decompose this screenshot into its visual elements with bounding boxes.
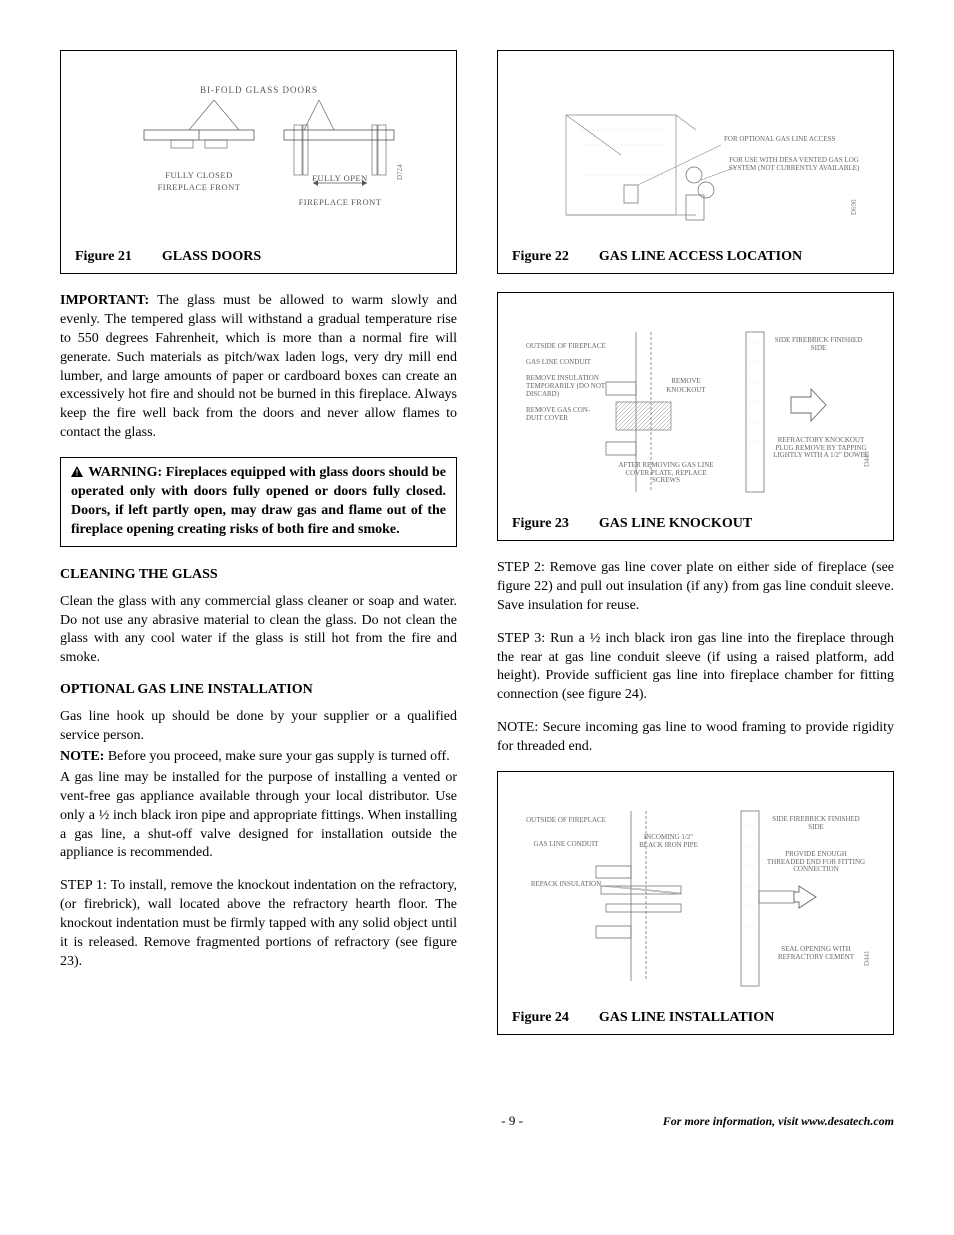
fig21-code: D724: [396, 164, 404, 180]
figure-24-svg: OUTSIDE OF FIREPLACE GAS LINE CONDUIT RE…: [516, 796, 876, 996]
figure-22-caption: Figure 22 GAS LINE ACCESS LOCATION: [512, 245, 879, 265]
note-text: Before you proceed, make sure your gas s…: [104, 749, 449, 764]
f23-c: REMOVE INSULATION TEMPORARILY (DO NOT DI…: [526, 374, 606, 398]
f24-b: GAS LINE CONDUIT: [526, 840, 606, 848]
f23-f: AFTER REMOVING GAS LINE COVER PLATE, REP…: [616, 462, 716, 485]
right-column: FOR OPTIONAL GAS LINE ACCESS FOR USE WIT…: [497, 50, 894, 1053]
footer-moreinfo: For more information, visit www.desatech…: [663, 1114, 894, 1129]
important-text: The glass must be allowed to warm slowly…: [60, 293, 457, 440]
f24-code: D441: [863, 950, 871, 966]
figure-23-box: OUTSIDE OF FIREPLACE GAS LINE CONDUIT RE…: [497, 292, 894, 541]
f24-f: PROVIDE ENOUGH THREADED END FOR FITTING …: [766, 851, 866, 874]
page-number: - 9 -: [361, 1113, 662, 1129]
figure-21-caption: Figure 21 GLASS DOORS: [75, 245, 442, 265]
figure-23-svg: OUTSIDE OF FIREPLACE GAS LINE CONDUIT RE…: [516, 317, 876, 502]
warning-triangle-icon: !: [71, 466, 83, 477]
important-paragraph: IMPORTANT: The glass must be allowed to …: [60, 292, 457, 443]
fig22-code: D690: [850, 199, 858, 215]
fig24-title: GAS LINE INSTALLATION: [599, 1010, 774, 1026]
step-2: STEP 2: Remove gas line cover plate on e…: [497, 559, 894, 616]
f24-e: SIDE FIREBRICK FINISHED SIDE: [766, 816, 866, 831]
f23-h: REFRACTORY KNOCKOUT PLUG REMOVE BY TAPPI…: [771, 437, 871, 460]
fig21-right2: FIREPLACE FRONT: [298, 197, 381, 207]
left-column: BI-FOLD GLASS DOORS FULLY CLOSED FIREPLA…: [60, 50, 457, 986]
fig21-left2: FIREPLACE FRONT: [157, 182, 240, 192]
cleaning-text: Clean the glass with any commercial glas…: [60, 593, 457, 669]
f24-g: SEAL OPENING WITH REFRACTORY CEMENT: [766, 946, 866, 961]
figure-22-svg: FOR OPTIONAL GAS LINE ACCESS FOR USE WIT…: [526, 75, 866, 235]
gasinstall-p1: Gas line hook up should be done by your …: [60, 708, 457, 746]
step-3-note: NOTE: Secure incoming gas line to wood f…: [497, 719, 894, 757]
f23-d: REMOVE GAS CON- DUIT COVER: [526, 406, 606, 422]
important-label: IMPORTANT:: [60, 293, 149, 308]
figure-21-svg: BI-FOLD GLASS DOORS FULLY CLOSED FIREPLA…: [109, 75, 409, 235]
page-columns: BI-FOLD GLASS DOORS FULLY CLOSED FIREPLA…: [60, 50, 894, 1053]
figure-22-art: FOR OPTIONAL GAS LINE ACCESS FOR USE WIT…: [512, 61, 879, 245]
figure-24-art: OUTSIDE OF FIREPLACE GAS LINE CONDUIT RE…: [512, 782, 879, 1006]
gasinstall-p2: A gas line may be installed for the purp…: [60, 769, 457, 863]
fig22-title: GAS LINE ACCESS LOCATION: [599, 249, 802, 265]
fig22-label-b: FOR USE WITH DESA VENTED GAS LOG SYSTEM …: [724, 157, 864, 172]
f24-c: INCOMING 1/2" BLACK IRON PIPE: [636, 834, 701, 849]
fig24-num: Figure 24: [512, 1010, 569, 1026]
f24-d: REPACK INSULATION: [526, 880, 606, 888]
figure-23-caption: Figure 23 GAS LINE KNOCKOUT: [512, 512, 879, 532]
page-footer: - 9 - For more information, visit www.de…: [60, 1113, 894, 1129]
fig21-num: Figure 21: [75, 249, 132, 265]
f23-e: REMOVE KNOCKOUT: [656, 377, 716, 395]
figure-21-box: BI-FOLD GLASS DOORS FULLY CLOSED FIREPLA…: [60, 50, 457, 274]
fig23-num: Figure 23: [512, 516, 569, 532]
f24-a: OUTSIDE OF FIREPLACE: [526, 816, 606, 824]
gasinstall-heading: OPTIONAL GAS LINE INSTALLATION: [60, 682, 457, 698]
fig22-label-a: FOR OPTIONAL GAS LINE ACCESS: [724, 135, 835, 143]
figure-22-box: FOR OPTIONAL GAS LINE ACCESS FOR USE WIT…: [497, 50, 894, 274]
fig21-right1: FULLY OPEN: [312, 173, 368, 183]
figure-23-art: OUTSIDE OF FIREPLACE GAS LINE CONDUIT RE…: [512, 303, 879, 512]
figure-24-box: OUTSIDE OF FIREPLACE GAS LINE CONDUIT RE…: [497, 771, 894, 1035]
cleaning-heading: CLEANING THE GLASS: [60, 567, 457, 583]
f23-g: SIDE FIREBRICK FINISHED SIDE: [771, 337, 866, 352]
fig23-title: GAS LINE KNOCKOUT: [599, 516, 752, 532]
fig21-left1: FULLY CLOSED: [165, 170, 232, 180]
warning-box: ! WARNING: Fireplaces equipped with glas…: [60, 457, 457, 547]
f23-code: D440: [863, 451, 871, 467]
gasinstall-note: NOTE: Before you proceed, make sure your…: [60, 748, 457, 767]
svg-text:!: !: [76, 469, 79, 478]
f23-b: GAS LINE CONDUIT: [526, 358, 606, 366]
f23-a: OUTSIDE OF FIREPLACE: [526, 342, 606, 350]
step-1: STEP 1: To install, remove the knockout …: [60, 877, 457, 971]
step-3: STEP 3: Run a ½ inch black iron gas line…: [497, 630, 894, 706]
fig22-num: Figure 22: [512, 249, 569, 265]
fig21-title: GLASS DOORS: [162, 249, 261, 265]
note-label: NOTE:: [60, 749, 104, 764]
figure-21-art: BI-FOLD GLASS DOORS FULLY CLOSED FIREPLA…: [75, 61, 442, 245]
warning-text: WARNING: Fireplaces equipped with glass …: [71, 465, 446, 537]
figure-24-caption: Figure 24 GAS LINE INSTALLATION: [512, 1006, 879, 1026]
fig21-top-label: BI-FOLD GLASS DOORS: [199, 85, 317, 95]
